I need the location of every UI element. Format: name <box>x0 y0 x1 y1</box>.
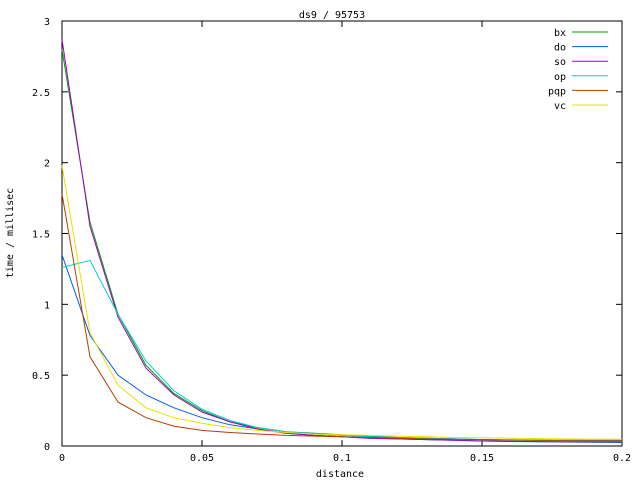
x-tick-label: 0.05 <box>190 453 214 464</box>
legend-label-so: so <box>554 57 566 68</box>
axis-ticks: 0 0.05 0.1 0.15 0.2 0 0.5 1 1.5 2 2.5 3 <box>32 17 631 464</box>
legend-label-do: do <box>554 43 566 54</box>
y-tick-label: 3 <box>44 17 50 28</box>
x-tick-label: 0.1 <box>333 453 351 464</box>
series-line-pqp <box>61 193 622 441</box>
x-tick-label: 0 <box>59 453 65 464</box>
chart-title: ds9 / 95753 <box>299 10 365 21</box>
legend-label-op: op <box>554 72 566 83</box>
series-line-op <box>61 259 623 442</box>
y-tick-label: 1.5 <box>32 230 50 241</box>
series-line-bx <box>61 49 623 442</box>
y-tick-label: 1 <box>44 300 50 311</box>
y-axis-label: time / millisec <box>5 188 16 278</box>
x-tick-label: 0.15 <box>470 453 494 464</box>
legend-label-bx: bx <box>554 28 566 39</box>
y-tick-label: 2.5 <box>32 88 50 99</box>
legend: bx do so op pqp vc <box>548 28 608 112</box>
plot-area-frame <box>61 20 623 447</box>
series-lines <box>61 39 623 443</box>
series-line-do <box>61 254 623 443</box>
legend-label-vc: vc <box>554 101 566 112</box>
y-tick-label: 2 <box>44 159 50 170</box>
series-line-so <box>61 39 622 443</box>
x-tick-label: 0.2 <box>613 453 631 464</box>
legend-label-pqp: pqp <box>548 86 566 97</box>
series-line-vc <box>61 165 623 440</box>
y-tick-label: 0.5 <box>32 371 50 382</box>
y-tick-label: 0 <box>44 442 50 453</box>
x-axis-label: distance <box>316 469 364 480</box>
